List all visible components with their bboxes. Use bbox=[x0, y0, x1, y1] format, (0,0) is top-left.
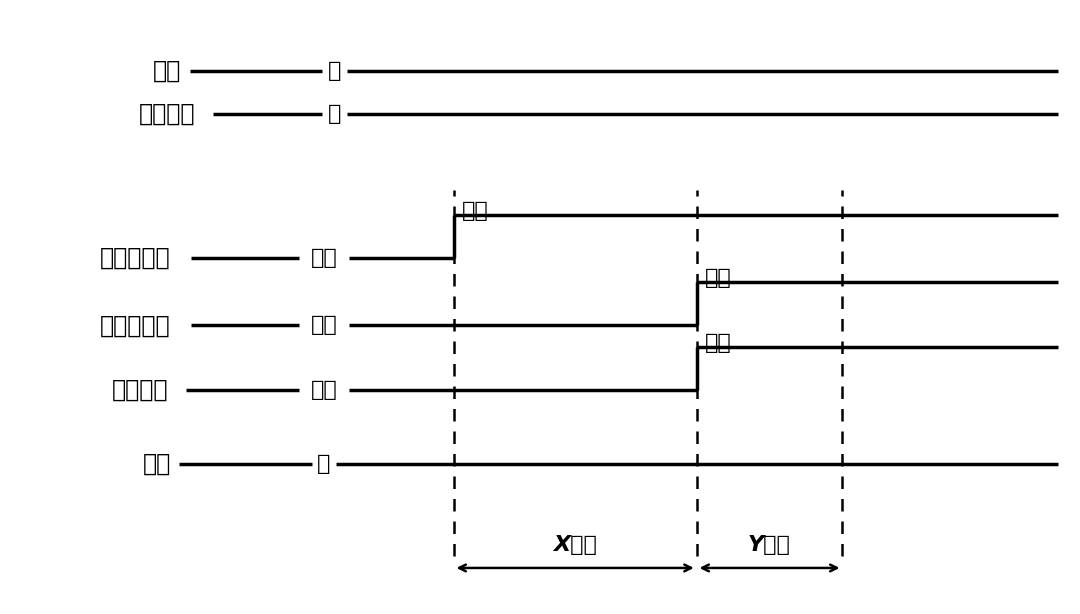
Text: 开关位置: 开关位置 bbox=[112, 378, 168, 402]
Text: 故障记忆: 故障记忆 bbox=[139, 101, 195, 126]
Text: 有压: 有压 bbox=[462, 201, 489, 220]
Text: 合位: 合位 bbox=[705, 333, 732, 352]
Text: 闭锁: 闭锁 bbox=[143, 451, 171, 476]
Text: 分位: 分位 bbox=[311, 380, 337, 400]
Text: 电源侧电压: 电源侧电压 bbox=[99, 246, 171, 270]
Text: 有: 有 bbox=[328, 104, 341, 123]
Text: X时限: X时限 bbox=[553, 535, 597, 554]
Text: 无: 无 bbox=[318, 454, 330, 473]
Text: 过流: 过流 bbox=[153, 58, 181, 83]
Text: 有压: 有压 bbox=[705, 268, 732, 288]
Text: 无压: 无压 bbox=[311, 248, 337, 268]
Text: 无: 无 bbox=[328, 61, 341, 80]
Text: Y时限: Y时限 bbox=[748, 535, 791, 554]
Text: 负荷侧电压: 负荷侧电压 bbox=[99, 313, 171, 338]
Text: 无压: 无压 bbox=[311, 316, 337, 335]
